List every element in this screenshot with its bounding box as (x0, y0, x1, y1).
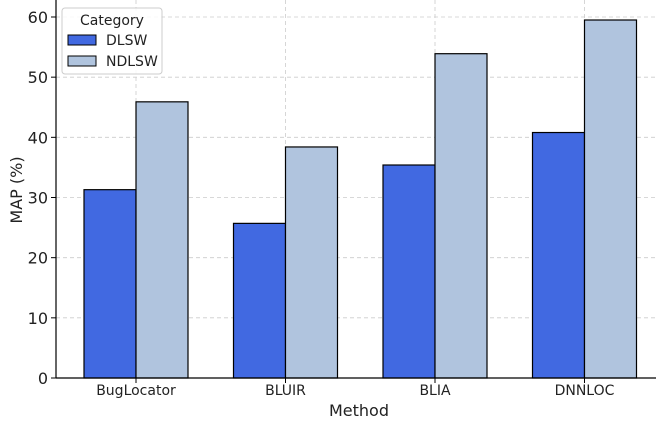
y-tick-label: 30 (28, 189, 48, 208)
bar-ndlsw-blia (434, 53, 488, 379)
bar-dlsw-buglocator (83, 189, 137, 379)
legend-swatch-ndlsw (67, 55, 97, 67)
y-tick-label: 10 (28, 309, 48, 328)
legend-swatch-dlsw (67, 34, 97, 46)
y-tick-label: 60 (28, 8, 48, 27)
x-tick-label: BLIA (419, 383, 451, 399)
bar-ndlsw-bluir (284, 146, 339, 379)
y-tick-label: 0 (38, 369, 48, 388)
axes (55, 0, 656, 379)
bar-ndlsw-dnnloc (583, 19, 638, 379)
bar-dlsw-blia (382, 164, 436, 379)
legend-label-dlsw: DLSW (106, 33, 147, 49)
y-tick-label: 20 (28, 249, 48, 268)
y-axis-title: MAP (%) (7, 156, 26, 223)
x-tick-label: DNNLOC (555, 383, 615, 399)
bar-dlsw-dnnloc (531, 131, 586, 379)
legend-title: Category (80, 13, 144, 29)
bars (83, 19, 638, 379)
bar-ndlsw-buglocator (135, 101, 189, 379)
x-tick-label: BugLocator (96, 383, 176, 399)
x-tick-label: BLUIR (265, 383, 306, 399)
x-axis-title: Method (329, 401, 389, 420)
y-tick-label: 50 (28, 68, 48, 87)
legend-label-ndlsw: NDLSW (106, 54, 158, 70)
bar-dlsw-bluir (232, 222, 287, 379)
y-tick-label: 40 (28, 128, 48, 147)
legend: Category DLSW NDLSW (61, 7, 163, 75)
y-ticks: 0 10 20 30 40 50 60 (28, 8, 56, 388)
x-ticks: BugLocator BLUIR BLIA DNNLOC (96, 378, 615, 399)
